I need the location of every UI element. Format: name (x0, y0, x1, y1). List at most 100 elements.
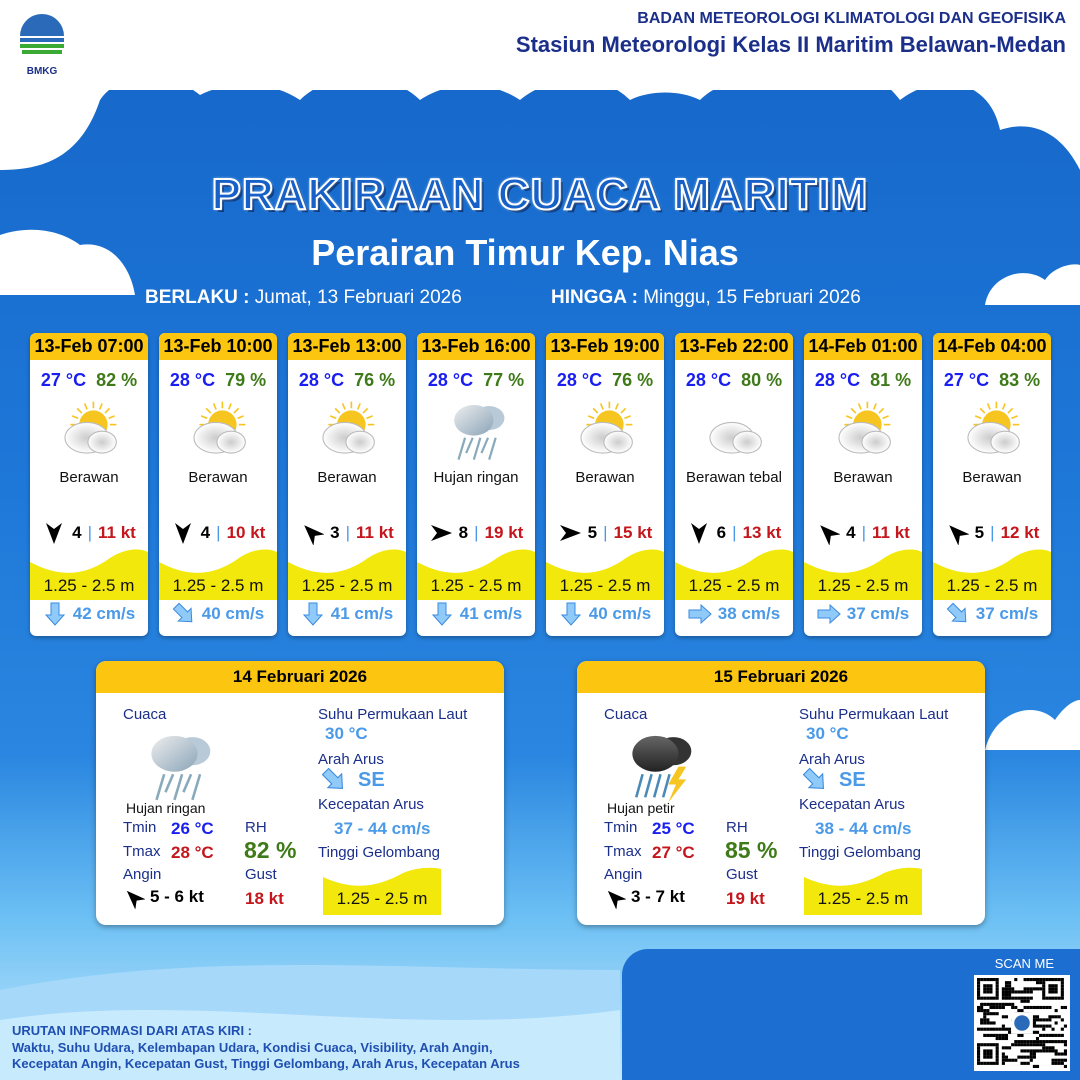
wave-shape (804, 867, 922, 915)
forecast-time: 13-Feb 19:00 (546, 333, 664, 360)
current-direction-icon (817, 603, 841, 625)
humidity: 76 % (612, 370, 654, 390)
valid-to: HINGGA : Minggu, 15 Februari 2026 (551, 287, 861, 309)
forecast-time: 14-Feb 01:00 (804, 333, 922, 360)
weather-condition: Berawan (575, 469, 635, 486)
tinggi-gelombang-label: Tinggi Gelombang (799, 844, 922, 861)
weather-condition: Berawan (188, 469, 248, 486)
gust-speed: 15 kt (613, 523, 653, 542)
gust-label: Gust (726, 866, 758, 883)
gust-speed: 19 kt (484, 523, 524, 542)
forecast-card: 13-Feb 10:00 28 °C 79 % Berawan 4 | 10 kt … (159, 333, 277, 636)
current-direction: SE (358, 769, 385, 791)
current-speed: 41 cm/s (330, 604, 394, 623)
divider: | (345, 523, 351, 542)
wind-speed: 3 (330, 523, 340, 542)
wind-direction-icon (948, 525, 969, 545)
forecast-card: 14-Feb 01:00 28 °C 81 % Berawan 4 | 11 kt … (804, 333, 922, 636)
cloud-border (0, 40, 1080, 170)
gust-speed: 11 kt (872, 523, 910, 542)
qr-code[interactable] (974, 975, 1070, 1071)
forecast-time: 13-Feb 13:00 (288, 333, 406, 360)
current-direction-icon (688, 603, 712, 625)
forecast-card: 13-Feb 19:00 28 °C 76 % Berawan 5 | 15 kt … (546, 333, 664, 636)
scan-me-label: SCAN ME (994, 956, 1054, 971)
partly-cloudy-icon (64, 401, 117, 454)
air-temperature: 28 °C (685, 370, 732, 390)
daily-date: 15 Februari 2026 (577, 661, 985, 693)
current-speed: 40 cm/s (588, 604, 652, 623)
tmax-value: 27 °C (652, 843, 695, 862)
station-name: Stasiun Meteorologi Kelas II Maritim Bel… (515, 32, 1066, 57)
legend-text: Waktu, Suhu Udara, Kelembapan Udara, Kon… (12, 1040, 520, 1072)
valid-from: BERLAKU : Jumat, 13 Februari 2026 (145, 287, 462, 309)
tmax-value: 28 °C (171, 843, 214, 862)
light-rain-icon (151, 735, 211, 801)
wind-speed: 6 (716, 523, 727, 542)
forecast-card: 13-Feb 07:00 27 °C 82 % Berawan 4 | 11 kt … (30, 333, 148, 636)
humidity: 76 % (354, 370, 396, 390)
rh-value: 82 % (244, 837, 297, 863)
tinggi-gelombang-label: Tinggi Gelombang (318, 844, 441, 861)
sst-value: 30 °C (806, 724, 849, 743)
current-speed: 38 cm/s (717, 604, 781, 623)
current-direction-icon (431, 602, 452, 626)
tmin-value: 25 °C (652, 819, 695, 838)
humidity: 83 % (999, 370, 1041, 390)
logo-text: BMKG (27, 66, 58, 77)
current-speed: 42 cm/s (72, 604, 136, 623)
current-speed: 40 cm/s (201, 604, 265, 623)
wave-shape (546, 549, 664, 600)
tmax-label: Tmax (604, 843, 642, 860)
air-temperature: 27 °C (943, 370, 990, 390)
wind-direction-icon (820, 525, 841, 545)
current-direction-icon (321, 767, 343, 789)
rh-value: 85 % (725, 837, 778, 863)
current-direction-icon (560, 602, 581, 626)
wave-height: 1.25 - 2.5 m (301, 576, 393, 595)
humidity: 80 % (741, 370, 783, 390)
wind-direction-icon (304, 525, 325, 545)
daily-wind: 5 - 6 kt (150, 887, 204, 906)
legend-line-1: Waktu, Suhu Udara, Kelembapan Udara, Kon… (12, 1040, 493, 1055)
wind-direction-icon (690, 523, 707, 544)
wind-direction-icon (46, 523, 63, 544)
wind-direction-icon (126, 890, 146, 910)
humidity: 79 % (225, 370, 267, 390)
wind-direction-icon (430, 525, 452, 541)
partly-cloudy-icon (322, 401, 375, 454)
air-temperature: 28 °C (814, 370, 861, 390)
divider: | (474, 523, 479, 542)
light-rain-icon (454, 404, 505, 460)
air-temperature: 28 °C (427, 370, 474, 390)
legend-line-2: Kecepatan Angin, Kecepatan Gust, Tinggi … (12, 1056, 520, 1071)
current-speed: 37 cm/s (975, 604, 1039, 623)
humidity: 81 % (870, 370, 912, 390)
bmkg-logo: BMKG (20, 14, 64, 77)
forecast-time: 13-Feb 10:00 (159, 333, 277, 360)
forecast-time: 14-Feb 04:00 (933, 333, 1051, 360)
daily-wind: 3 - 7 kt (631, 887, 685, 906)
agency-name: BADAN METEOROLOGI KLIMATOLOGI DAN GEOFIS… (637, 10, 1066, 27)
wave-shape (804, 549, 922, 600)
forecast-card: 13-Feb 22:00 28 °C 80 % Berawan tebal 6 |… (675, 333, 793, 636)
air-temperature: 27 °C (40, 370, 87, 390)
wind-direction-icon (174, 523, 191, 544)
partly-cloudy-icon (838, 401, 891, 454)
arah-arus-label: Arah Arus (799, 751, 865, 768)
weather-condition: Berawan (317, 469, 377, 486)
wave-shape (323, 867, 441, 915)
daily-condition: Hujan petir (607, 800, 675, 816)
gust-label: Gust (245, 866, 277, 883)
sst-value: 30 °C (325, 724, 368, 743)
sst-label: Suhu Permukaan Laut (799, 706, 949, 723)
humidity: 77 % (483, 370, 525, 390)
divider: | (216, 523, 221, 542)
divider: | (990, 523, 995, 542)
cloud-right (985, 264, 1080, 305)
wave-shape (288, 549, 406, 600)
gust-speed: 11 kt (356, 523, 394, 542)
wind-direction-icon (559, 525, 581, 541)
tmin-value: 26 °C (171, 819, 214, 838)
wave-shape (417, 549, 535, 600)
